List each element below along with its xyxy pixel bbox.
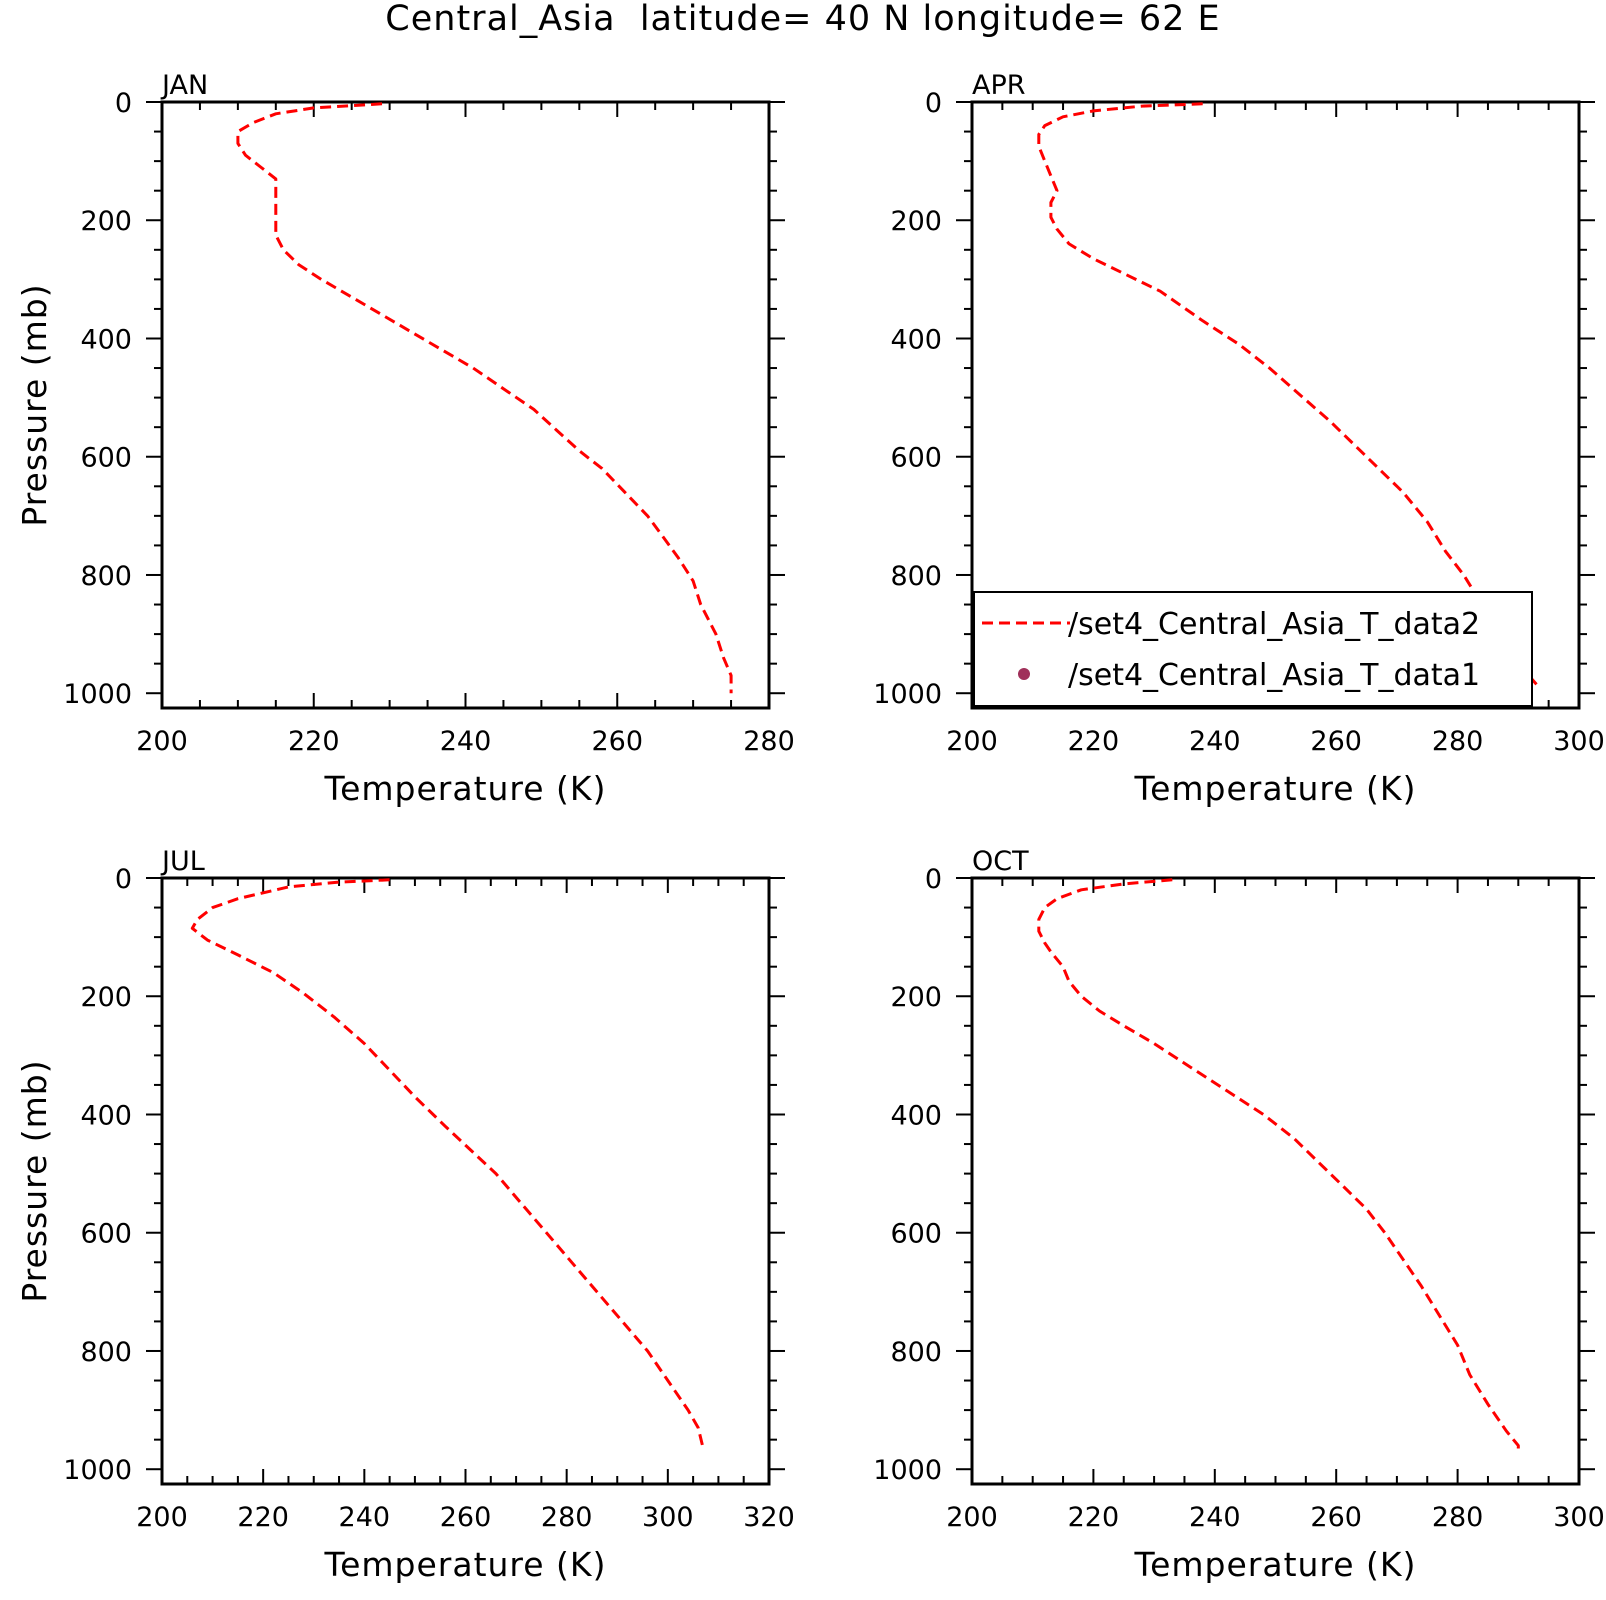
x-tick-label: 260 [440, 1502, 492, 1533]
legend-dot-swatch [1018, 668, 1030, 680]
series-line [1037, 878, 1520, 1455]
y-tick-label: 200 [890, 206, 942, 237]
plot-frame [970, 876, 1581, 1486]
x-tick-label: 240 [339, 1502, 391, 1533]
y-tick-label: 400 [890, 324, 942, 355]
y-tick-label: 800 [890, 1337, 942, 1368]
y-tick-label: 200 [80, 982, 132, 1013]
panel-label: JUL [160, 846, 205, 877]
panel-label: APR [972, 70, 1026, 101]
x-axis-title: Temperature (K) [324, 1545, 607, 1584]
x-tick-label: 300 [1553, 1502, 1605, 1533]
x-tick-label: 200 [946, 1502, 998, 1533]
panel-jul: JUL 200 220 240 260 280 300 320 0 200 400 600 800 100… [15, 846, 795, 1584]
x-tick-label: 280 [1432, 726, 1484, 757]
x-tick-label: 200 [136, 1502, 188, 1533]
x-tick-label: 200 [946, 726, 998, 757]
panels-group: JAN 200 220 240 260 280 0 200 400 600 800 1000 Tempe… [15, 70, 1605, 1584]
y-tick-label: 1000 [63, 1455, 132, 1486]
y-tick-label: 400 [80, 324, 132, 355]
y-axis-title: Pressure (mb) [15, 283, 54, 526]
x-tick-label: 240 [440, 726, 492, 757]
series-line [236, 102, 733, 694]
x-tick-label: 220 [1068, 1502, 1120, 1533]
x-tick-label: 300 [642, 1502, 694, 1533]
y-tick-label: 0 [115, 88, 132, 119]
x-tick-label: 280 [541, 1502, 593, 1533]
x-tick-label: 240 [1189, 1502, 1241, 1533]
y-tick-label: 400 [80, 1100, 132, 1131]
x-tick-label: 260 [1310, 1502, 1362, 1533]
y-tick-label: 600 [80, 443, 132, 474]
x-tick-label: 280 [1432, 1502, 1484, 1533]
y-axis-title: Pressure (mb) [15, 1059, 54, 1302]
legend-box [973, 591, 1533, 707]
y-tick-label: 0 [925, 88, 942, 119]
series-line [1037, 102, 1538, 686]
legend-label-data2: /set4_Central_Asia_T_data2 [1068, 607, 1480, 642]
x-tick-label: 260 [591, 726, 643, 757]
x-tick-label: 240 [1189, 726, 1241, 757]
y-tick-label: 800 [890, 561, 942, 592]
legend-label-data1: /set4_Central_Asia_T_data1 [1068, 658, 1480, 693]
x-axis-title: Temperature (K) [324, 769, 607, 808]
figure-title: Central_Asia latitude= 40 N longitude= 6… [385, 0, 1220, 39]
plot-frame [160, 100, 771, 710]
panel-jan: JAN 200 220 240 260 280 0 200 400 600 800 1000 Tempe… [15, 70, 795, 808]
y-tick-label: 200 [80, 206, 132, 237]
y-tick-label: 1000 [873, 679, 942, 710]
y-tick-label: 600 [890, 443, 942, 474]
x-tick-label: 220 [1068, 726, 1120, 757]
x-tick-label: 200 [136, 726, 188, 757]
y-tick-label: 1000 [63, 679, 132, 710]
y-tick-label: 0 [925, 864, 942, 895]
x-tick-label: 220 [288, 726, 340, 757]
panel-label: OCT [972, 846, 1029, 877]
y-tick-label: 400 [890, 1100, 942, 1131]
y-tick-label: 0 [115, 864, 132, 895]
y-tick-label: 1000 [873, 1455, 942, 1486]
x-tick-label: 280 [743, 726, 795, 757]
x-axis-title: Temperature (K) [1134, 769, 1417, 808]
x-tick-label: 300 [1553, 726, 1605, 757]
series-line [190, 878, 705, 1449]
y-tick-label: 200 [890, 982, 942, 1013]
y-tick-label: 800 [80, 1337, 132, 1368]
y-tick-label: 600 [890, 1219, 942, 1250]
y-tick-label: 800 [80, 561, 132, 592]
y-tick-label: 600 [80, 1219, 132, 1250]
x-tick-label: 320 [743, 1502, 795, 1533]
x-tick-label: 260 [1310, 726, 1362, 757]
x-tick-label: 220 [237, 1502, 289, 1533]
panel-apr: APR 200 220 240 260 280 300 0 200 400 600 800 1000 Te… [873, 70, 1604, 808]
legend: /set4_Central_Asia_T_data2/set4_Central_… [973, 591, 1533, 707]
panel-oct: OCT 200 220 240 260 280 300 0 200 400 600 800 1000 Te… [873, 846, 1604, 1584]
x-axis-title: Temperature (K) [1134, 1545, 1417, 1584]
panel-label: JAN [160, 70, 208, 101]
